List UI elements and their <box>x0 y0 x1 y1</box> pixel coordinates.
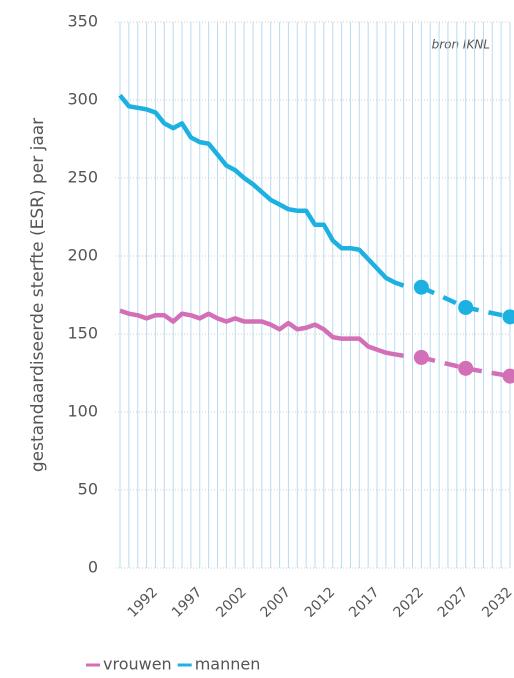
legend-label: mannen <box>195 655 261 674</box>
y-tick-label: 150 <box>67 324 98 343</box>
x-tick-label: 2022 <box>391 584 428 621</box>
y-tick-label: 250 <box>67 168 98 187</box>
y-tick-label: 50 <box>78 480 98 499</box>
x-tick-label: 2012 <box>302 584 339 621</box>
projection-point <box>458 299 474 315</box>
y-tick-label: 100 <box>67 402 98 421</box>
y-tick-label: 350 <box>67 12 98 31</box>
legend-label: vrouwen <box>103 655 172 674</box>
annotation: bron IKNL <box>432 38 490 52</box>
projection-point <box>413 279 429 295</box>
y-tick-label: 0 <box>88 558 98 577</box>
projection-point <box>502 309 514 325</box>
projection-point <box>502 368 514 384</box>
y-tick-label: 200 <box>67 246 98 265</box>
x-tick-label: 2007 <box>258 584 295 621</box>
x-tick-label: 2017 <box>346 584 383 621</box>
projection-point <box>458 360 474 376</box>
x-tick-label: 2002 <box>213 584 250 621</box>
projection-point <box>413 349 429 365</box>
x-tick-label: 1992 <box>125 584 162 621</box>
projection-line <box>420 355 511 379</box>
x-tick-label: 1997 <box>169 584 206 621</box>
y-tick-label: 300 <box>67 90 98 109</box>
x-tick-label: 2027 <box>435 584 472 621</box>
series-line <box>118 93 405 288</box>
series-line <box>119 308 405 359</box>
y-axis-label: gestandaardiseerde sterfte (ESR) per jaa… <box>28 118 48 472</box>
x-tick-label: 2032 <box>479 584 514 621</box>
